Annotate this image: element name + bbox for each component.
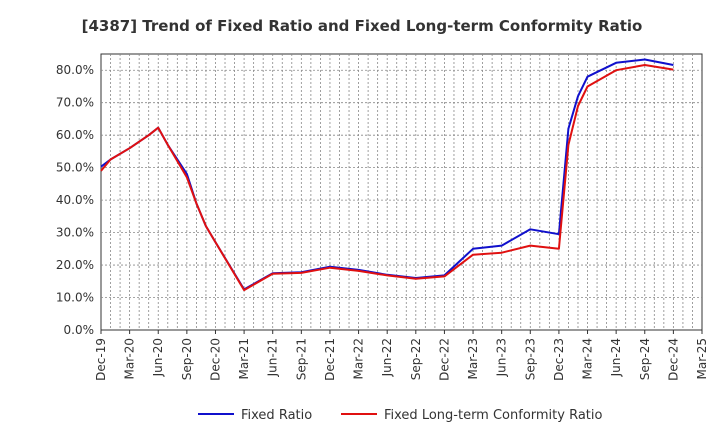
legend: Fixed Ratio Fixed Long-term Conformity Ra… — [198, 408, 603, 423]
y-tick-label: 50.0% — [56, 161, 94, 175]
x-tick-label: Jun-22 — [380, 338, 394, 377]
chart-title: [4387] Trend of Fixed Ratio and Fixed Lo… — [82, 17, 643, 35]
y-tick-label: 10.0% — [56, 291, 94, 305]
x-tick-label: Sep-23 — [523, 338, 537, 380]
x-tick-label: Jun-23 — [495, 338, 509, 377]
x-tick-label: Mar-24 — [581, 338, 595, 379]
x-tick-label: Mar-22 — [352, 338, 366, 379]
plot-area: 0.0% 10.0% 20.0% 30.0% 40.0% 50.0% 60.0% 70.0% 8… — [56, 53, 709, 381]
x-tick-label: Mar-25 — [695, 338, 709, 379]
x-tick-label: Dec-23 — [552, 338, 566, 381]
legend-label: Fixed Long-term Conformity Ratio — [384, 408, 603, 423]
y-tick-label: 20.0% — [56, 258, 94, 272]
x-tick-label: Jun-20 — [151, 338, 165, 377]
x-tick-label: Jun-24 — [609, 338, 623, 377]
y-tick-label: 40.0% — [56, 193, 94, 207]
y-tick-label: 30.0% — [56, 226, 94, 240]
x-tick-label: Dec-22 — [437, 338, 451, 381]
y-tick-label: 60.0% — [56, 128, 94, 142]
x-tick-label: Sep-20 — [180, 338, 194, 380]
series-line-fixed-long-term-conformity-ratio — [100, 64, 674, 292]
x-tick-label: Sep-22 — [409, 338, 423, 380]
x-tick-label: Mar-20 — [123, 338, 137, 379]
x-tick-label: Mar-21 — [237, 338, 251, 379]
x-tick-label: Mar-23 — [466, 338, 480, 379]
x-tick-label: Dec-21 — [323, 338, 337, 381]
x-tick-label: Dec-24 — [666, 338, 680, 381]
x-tick-label: Dec-20 — [208, 338, 222, 381]
y-tick-label: 70.0% — [56, 96, 94, 110]
x-tick-label: Dec-19 — [94, 338, 108, 381]
y-tick-label: 80.0% — [56, 63, 94, 77]
x-tick-label: Sep-21 — [294, 338, 308, 380]
plot-frame — [100, 53, 703, 331]
x-tick-label: Sep-24 — [638, 338, 652, 380]
y-tick-label: 0.0% — [64, 323, 95, 337]
x-tick-label: Jun-21 — [266, 338, 280, 377]
legend-label: Fixed Ratio — [241, 408, 312, 423]
